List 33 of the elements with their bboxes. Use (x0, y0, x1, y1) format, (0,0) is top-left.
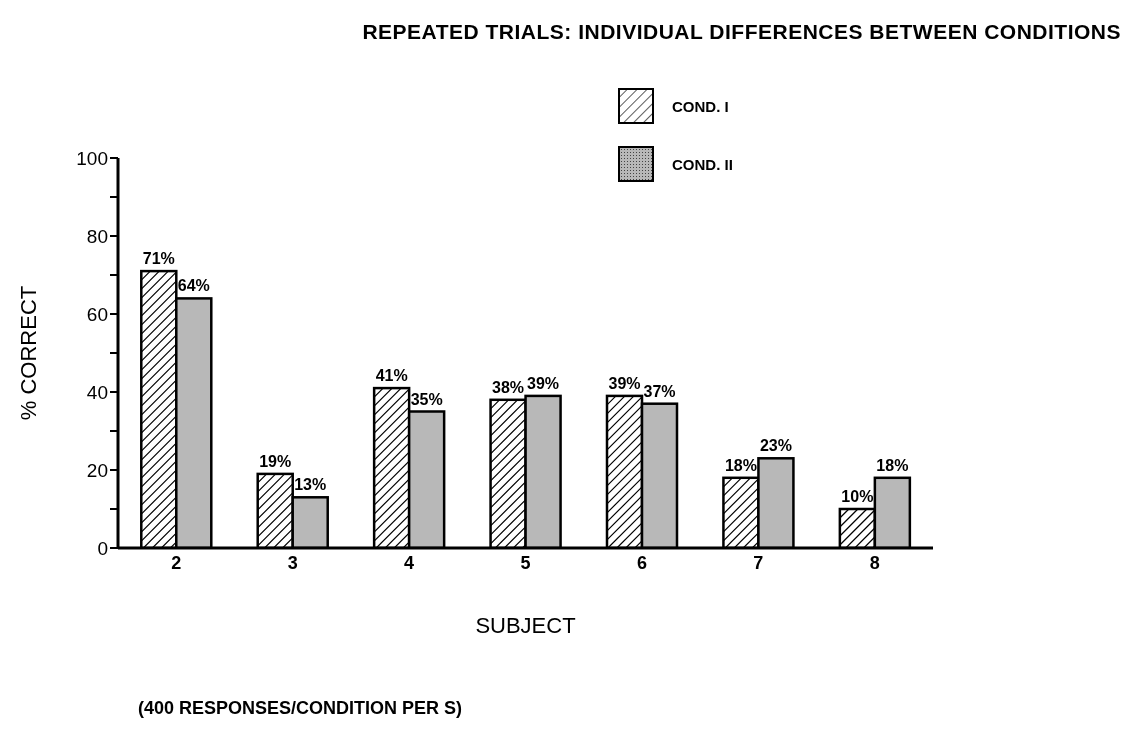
data-label: 35% (410, 390, 443, 408)
x-tick-label: 7 (753, 552, 764, 573)
y-tick-label: 80 (86, 225, 108, 247)
data-label: 10% (841, 488, 874, 505)
data-label: 23% (759, 437, 792, 455)
x-tick-label: 6 (636, 552, 647, 573)
y-tick-label: 20 (86, 459, 108, 481)
legend-label: COND. II (672, 155, 733, 173)
chart-title: REPEATED TRIALS: INDIVIDUAL DIFFERENCES BETWEEN CONDITIONS (362, 20, 1121, 43)
x-tick-label: 3 (287, 552, 298, 573)
data-label: 41% (375, 367, 408, 385)
y-tick-label: 40 (86, 381, 108, 403)
data-label: 19% (259, 452, 292, 470)
legend-label: COND. I (672, 97, 729, 115)
x-tick-label: 2 (171, 552, 182, 573)
data-label: 18% (724, 456, 757, 474)
data-label: 13% (294, 476, 327, 494)
data-label: 71% (142, 250, 175, 268)
x-tick-label: 5 (520, 552, 531, 573)
y-tick-label: 100 (76, 147, 108, 169)
x-axis-title: SUBJECT (475, 613, 576, 638)
data-label: 39% (608, 374, 641, 392)
data-label: 64% (177, 277, 210, 295)
y-tick-label: 60 (86, 303, 108, 325)
x-tick-label: 8 (869, 552, 880, 573)
data-label: 37% (643, 382, 676, 400)
data-label: 39% (527, 374, 560, 392)
y-tick-label: 0 (97, 537, 108, 559)
text: (400 RESPONSES/CONDITION PER S) (138, 698, 463, 719)
x-tick-label: 4 (404, 552, 415, 573)
y-axis-title: % CORRECT (15, 285, 41, 421)
data-label: 38% (492, 378, 525, 396)
data-label: 18% (876, 456, 909, 474)
